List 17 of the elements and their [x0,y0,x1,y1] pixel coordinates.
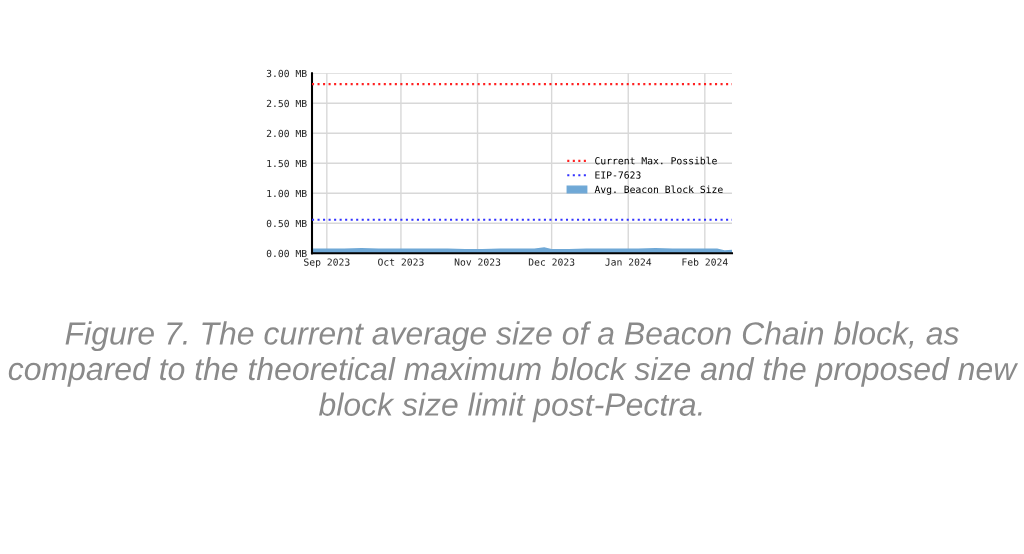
y-tick-label: 1.00 MB [267,189,307,198]
legend-label: EIP-7623 [595,171,641,179]
y-tick-label: 2.00 MB [266,129,307,138]
y-tick-label: 1.50 MB [267,159,307,168]
x-tick-label: Feb 2024 [682,258,728,266]
x-tick-label: Dec 2023 [528,258,575,266]
y-tick-label: 0.50 MB [266,219,307,228]
y-tick-label: 3.00 MB [266,69,307,78]
y-tick-label: 2.50 MB [266,99,307,108]
x-tick-label: Nov 2023 [454,258,501,266]
x-tick-label: Jan 2024 [605,258,652,266]
caption: Figure 7. The current average size of a Beacon Chain block, as compared to the theoretical maximum block size and the proposed new block size limit post-Pectra. [8,321,1019,423]
x-tick-label: Oct 2023 [378,258,424,266]
x-tick-label: Sep 2023 [304,258,350,268]
legend-label: Avg. Beacon Block Size [594,185,723,195]
legend-label: Current Max. Possible [595,156,717,165]
y-tick-label: 0.00 MB [266,249,307,258]
